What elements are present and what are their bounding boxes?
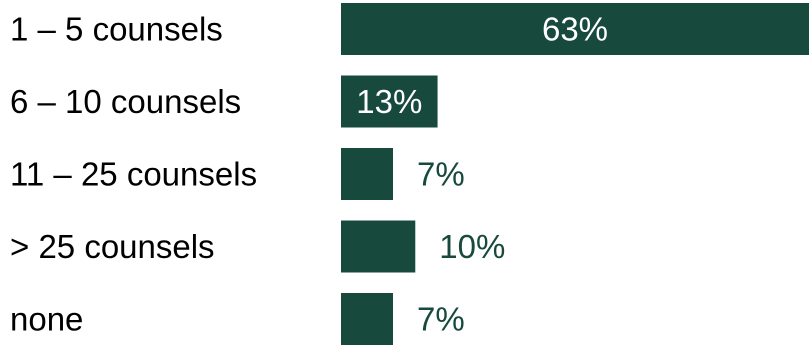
category-label: > 25 counsels: [10, 228, 215, 265]
value-label: 13%: [356, 83, 422, 120]
bar: [341, 220, 416, 273]
bars-layer: [341, 3, 809, 345]
value-label: 10%: [439, 228, 505, 265]
bar: [341, 3, 809, 55]
value-label: 7%: [417, 156, 465, 193]
bar: [341, 148, 393, 200]
value-label: 63%: [542, 11, 608, 48]
value-label: 7%: [417, 301, 465, 338]
category-label: 1 – 5 counsels: [10, 11, 223, 48]
category-label: none: [10, 301, 83, 338]
category-label: 11 – 25 counsels: [10, 156, 257, 193]
bar: [341, 293, 393, 345]
bar: [341, 75, 438, 128]
labels-layer: 1 – 5 counsels 63% 6 – 10 counsels 13% 11 – …: [10, 11, 608, 338]
category-label: 6 – 10 counsels: [10, 83, 241, 120]
